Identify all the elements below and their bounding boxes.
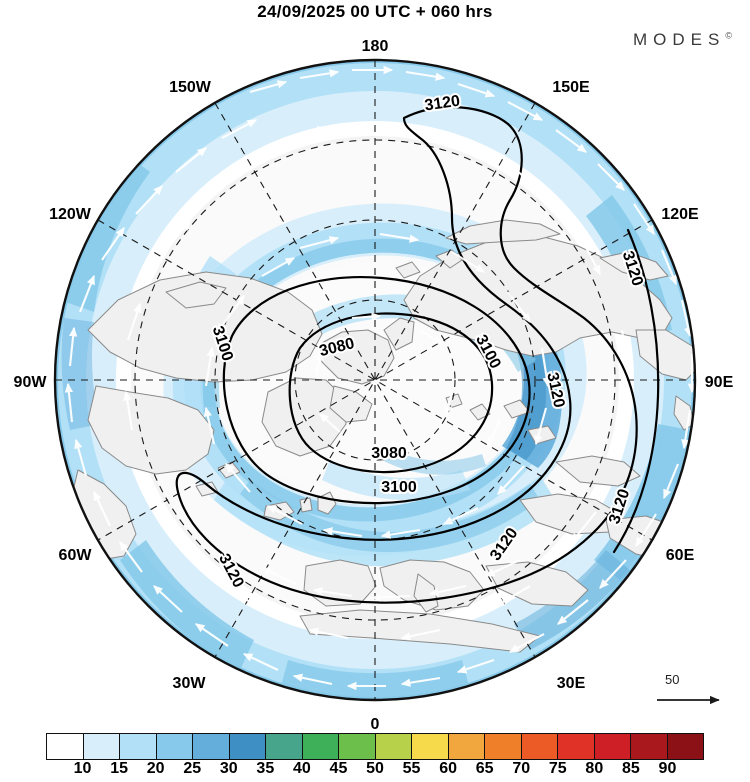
colorbar-cell-4[interactable] <box>193 734 230 759</box>
colorbar-tick-35: 35 <box>256 760 275 777</box>
lon-label-180: 180 <box>361 38 389 55</box>
colorbar-cell-3[interactable] <box>156 734 193 759</box>
colorbar-cell-5[interactable] <box>229 734 266 759</box>
lon-label-30w: 30W <box>172 675 206 692</box>
brand-text: MODES <box>633 30 726 49</box>
colorbar-cell-14[interactable] <box>558 734 595 759</box>
contour-label-3080: 3080 <box>371 445 407 462</box>
reference-vector-label: 50 <box>665 672 680 687</box>
lon-label-90e: 90E <box>704 374 734 391</box>
colorbar-tick-30: 30 <box>219 760 238 777</box>
colorbar-cell-11[interactable] <box>448 734 485 759</box>
lon-label-60w: 60W <box>58 547 92 564</box>
colorbar-tick-60: 60 <box>439 760 458 777</box>
colorbar-tick-40: 40 <box>292 760 311 777</box>
contour-3100 <box>222 276 531 505</box>
colorbar-tick-80: 80 <box>585 760 604 777</box>
geopotential-contours <box>175 106 660 604</box>
lon-label-90w: 90W <box>13 374 47 391</box>
lon-label-150w: 150W <box>169 79 211 96</box>
colorbar-cell-0[interactable] <box>47 734 84 759</box>
lon-label-60e: 60E <box>665 547 695 564</box>
polar-map: 3120 3120 3120 3120 3120 3120 3100 3100 3100 3080… <box>13 38 734 733</box>
lon-label-120e: 120E <box>661 206 699 223</box>
colorbar-cell-2[interactable] <box>120 734 157 759</box>
colorbar-cell-13[interactable] <box>521 734 558 759</box>
reference-vector-arrow <box>657 695 720 705</box>
lon-label-150e: 150E <box>552 79 590 96</box>
colorbar-tick-25: 25 <box>183 760 202 777</box>
coastlines <box>67 219 695 653</box>
page-title: 24/09/2025 00 UTC + 060 hrs <box>257 2 493 21</box>
colorbar-cell-9[interactable] <box>375 734 412 759</box>
colorbar-tick-55: 55 <box>402 760 421 777</box>
colorbar-tick-15: 15 <box>110 760 129 777</box>
contour-3080 <box>288 312 494 474</box>
colorbar-cell-6[interactable] <box>266 734 303 759</box>
contour-label-3100: 3100 <box>381 479 417 496</box>
colorbar-cell-16[interactable] <box>631 734 668 759</box>
contour-3120 <box>175 106 638 604</box>
graticule <box>55 60 695 700</box>
colorbar-tick-labels: 10 15 20 25 30 35 40 45 50 55 60 65 70 75 80 85 90 <box>46 760 704 782</box>
colorbar-cell-10[interactable] <box>412 734 449 759</box>
contour-3120-east <box>612 228 660 554</box>
colorbar-cell-17[interactable] <box>667 734 703 759</box>
colorbar-tick-85: 85 <box>621 760 640 777</box>
colorbar-cell-1[interactable] <box>83 734 120 759</box>
colorbar-tick-20: 20 <box>146 760 165 777</box>
colorbar-cell-8[interactable] <box>339 734 376 759</box>
colorbar-cell-15[interactable] <box>594 734 631 759</box>
colorbar-cell-7[interactable] <box>302 734 339 759</box>
modes-logo: MODES© <box>633 30 732 50</box>
colorbar-tick-75: 75 <box>548 760 567 777</box>
lon-label-30e: 30E <box>556 675 586 692</box>
colorbar-tick-45: 45 <box>329 760 348 777</box>
copyright-mark: © <box>725 30 732 41</box>
colorbar-tick-65: 65 <box>475 760 494 777</box>
lon-label-0: 0 <box>370 716 380 733</box>
lon-label-120w: 120W <box>49 206 91 223</box>
map-base <box>55 60 695 700</box>
colorbar-cell-12[interactable] <box>485 734 522 759</box>
colorbar-tick-50: 50 <box>366 760 384 777</box>
colorbar-tick-10: 10 <box>73 760 92 777</box>
colorbar-tick-70: 70 <box>512 760 531 777</box>
reference-vector: 50 <box>655 672 735 712</box>
colorbar[interactable] <box>46 733 704 760</box>
globe-outline <box>53 58 697 702</box>
colorbar-tick-90: 90 <box>658 760 677 777</box>
wind-vectors <box>64 65 695 691</box>
